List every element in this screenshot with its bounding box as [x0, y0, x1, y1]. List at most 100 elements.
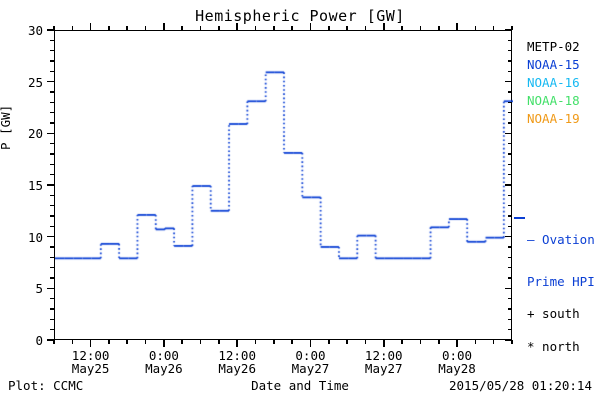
x-axis-tick-top: [71, 26, 74, 30]
x-axis-tick-date: May26: [218, 360, 256, 376]
legend-symbol-north: * north: [527, 339, 580, 354]
y-axis-tick-minor-right: [508, 277, 512, 279]
x-axis-tick-top: [382, 23, 385, 30]
ovation-legend-dash: [514, 217, 525, 219]
y-axis-tick-minor-right: [508, 142, 512, 145]
x-axis-tick-top: [218, 26, 220, 30]
legend-ovation-line2: Prime HPI: [527, 274, 595, 289]
y-axis-tick-minor-right: [508, 153, 512, 155]
y-axis-label: 30: [27, 23, 43, 38]
x-axis-tick-date: May26: [145, 360, 183, 376]
y-axis-label: 15: [27, 178, 43, 193]
y-axis-tick-major-right: [505, 80, 512, 83]
x-axis-tick-top: [401, 26, 403, 30]
y-axis-label: 25: [27, 74, 43, 90]
x-axis-tick-top: [492, 26, 495, 30]
plot-area: [54, 30, 513, 341]
y-axis-tick-minor-right: [508, 60, 512, 62]
y-axis-tick-minor: [50, 163, 54, 166]
y-axis-tick-minor: [50, 91, 54, 93]
legend-satellites: METP-02 NOAA-15 NOAA-16 NOAA-18 NOAA-19: [527, 38, 580, 128]
x-axis-title: Date and Time: [251, 378, 349, 393]
x-axis-tick-minor: [144, 340, 147, 344]
x-axis-tick-label: 0:00 May26: [124, 349, 204, 376]
x-axis-tick-top: [89, 23, 92, 30]
y-axis-tick-minor: [50, 297, 54, 300]
y-axis-tick-minor-right: [508, 246, 512, 248]
y-axis-tick-minor: [50, 122, 54, 124]
y-axis-tick-minor: [50, 142, 54, 145]
x-axis-tick-time: 0:00: [441, 348, 473, 363]
y-axis-tick-major: [47, 287, 54, 290]
x-axis-tick-top: [108, 26, 110, 30]
x-axis-tick-top: [181, 26, 184, 30]
y-axis-label: 20: [27, 126, 43, 142]
x-axis-tick-time: 12:00: [364, 348, 403, 363]
legend-ovation: — Ovation Prime HPI: [527, 205, 595, 317]
x-axis-tick-minor: [273, 340, 275, 344]
x-axis-tick-minor: [401, 340, 403, 344]
x-axis-tick-top: [511, 26, 513, 30]
x-axis-tick-date: May27: [291, 360, 330, 376]
data-series-canvas: [55, 31, 513, 341]
y-axis-tick-minor: [50, 277, 54, 279]
y-axis-tick-minor-right: [508, 266, 512, 269]
x-axis-tick-date: May25: [71, 360, 110, 376]
x-axis-tick-top: [474, 26, 477, 30]
x-axis-tick-label: 0:00 May28: [417, 348, 497, 376]
y-axis-tick-minor: [50, 225, 54, 228]
x-axis-tick-minor: [181, 340, 184, 344]
y-axis-tick-minor-right: [508, 308, 512, 310]
x-axis-tick-top: [199, 26, 202, 30]
x-axis-tick-minor: [419, 340, 422, 344]
x-axis-tick-major: [456, 340, 458, 347]
footer-timestamp: 2015/05/28 01:20:14: [449, 378, 592, 393]
x-axis-tick-top: [236, 23, 238, 30]
y-axis-tick-minor-right: [508, 101, 512, 104]
x-axis-tick-major: [309, 340, 312, 347]
x-axis-tick-top: [437, 26, 440, 30]
x-axis-tick-minor: [71, 340, 74, 344]
y-axis-tick-minor-right: [508, 328, 512, 331]
y-axis-tick-minor-right: [508, 122, 512, 124]
x-axis-tick-minor: [437, 340, 440, 344]
y-axis-tick-minor-right: [508, 39, 512, 42]
legend-symbols: + south * north: [527, 297, 580, 363]
y-axis-tick-minor-right: [508, 111, 512, 114]
x-axis-tick-minor: [291, 340, 293, 344]
y-axis-label: 5: [35, 281, 43, 297]
y-axis-tick-minor-right: [508, 215, 512, 217]
y-axis-tick-minor-right: [508, 194, 512, 197]
x-axis-tick-date: May28: [438, 360, 476, 376]
legend-ovation-line1: — Ovation: [527, 232, 595, 247]
y-axis-tick-major-right: [505, 184, 512, 186]
x-axis-tick-minor: [474, 340, 477, 344]
x-axis-tick-top: [273, 26, 275, 30]
y-axis-tick-minor: [50, 215, 54, 217]
x-axis-tick-minor: [254, 340, 257, 344]
x-axis-tick-minor: [511, 340, 513, 344]
y-axis-tick-minor: [50, 204, 54, 207]
x-axis-tick-minor: [346, 340, 348, 344]
x-axis-tick-top: [309, 23, 312, 30]
y-axis-tick-major: [47, 80, 54, 83]
y-axis-tick-minor-right: [508, 204, 512, 207]
x-axis-tick-label: 0:00 May27: [270, 348, 350, 376]
y-axis-tick-major: [47, 339, 54, 341]
x-axis-tick-minor: [328, 340, 330, 344]
x-axis-tick-label: 12:00 May25: [51, 348, 131, 376]
y-axis-tick-minor: [50, 49, 54, 52]
x-axis-tick-top: [456, 23, 458, 30]
legend-item-noaa-15: NOAA-15: [527, 57, 580, 72]
x-axis-tick-top: [328, 26, 330, 30]
x-axis-tick-time: 0:00: [295, 348, 326, 363]
x-axis-tick-top: [144, 26, 147, 30]
chart-title: Hemispheric Power [GW]: [195, 7, 405, 25]
x-axis-tick-top: [419, 26, 422, 30]
x-axis-tick-major: [382, 340, 385, 347]
y-axis-tick-minor-right: [508, 225, 512, 228]
x-axis-tick-top: [53, 26, 55, 30]
x-axis-tick-minor: [218, 340, 220, 344]
x-axis-tick-time: 12:00: [71, 348, 110, 363]
legend-item-noaa-16: NOAA-16: [527, 75, 580, 90]
